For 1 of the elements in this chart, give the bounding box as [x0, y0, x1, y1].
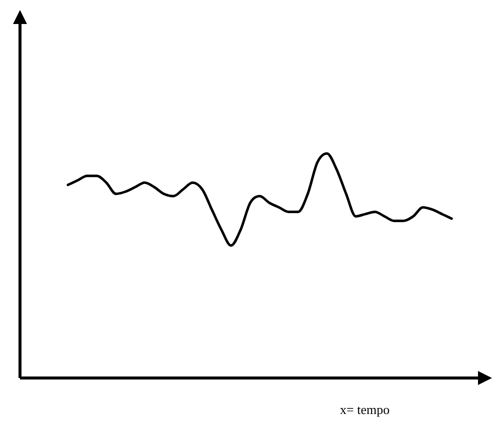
x-axis-title: x= tempo: [340, 402, 390, 418]
